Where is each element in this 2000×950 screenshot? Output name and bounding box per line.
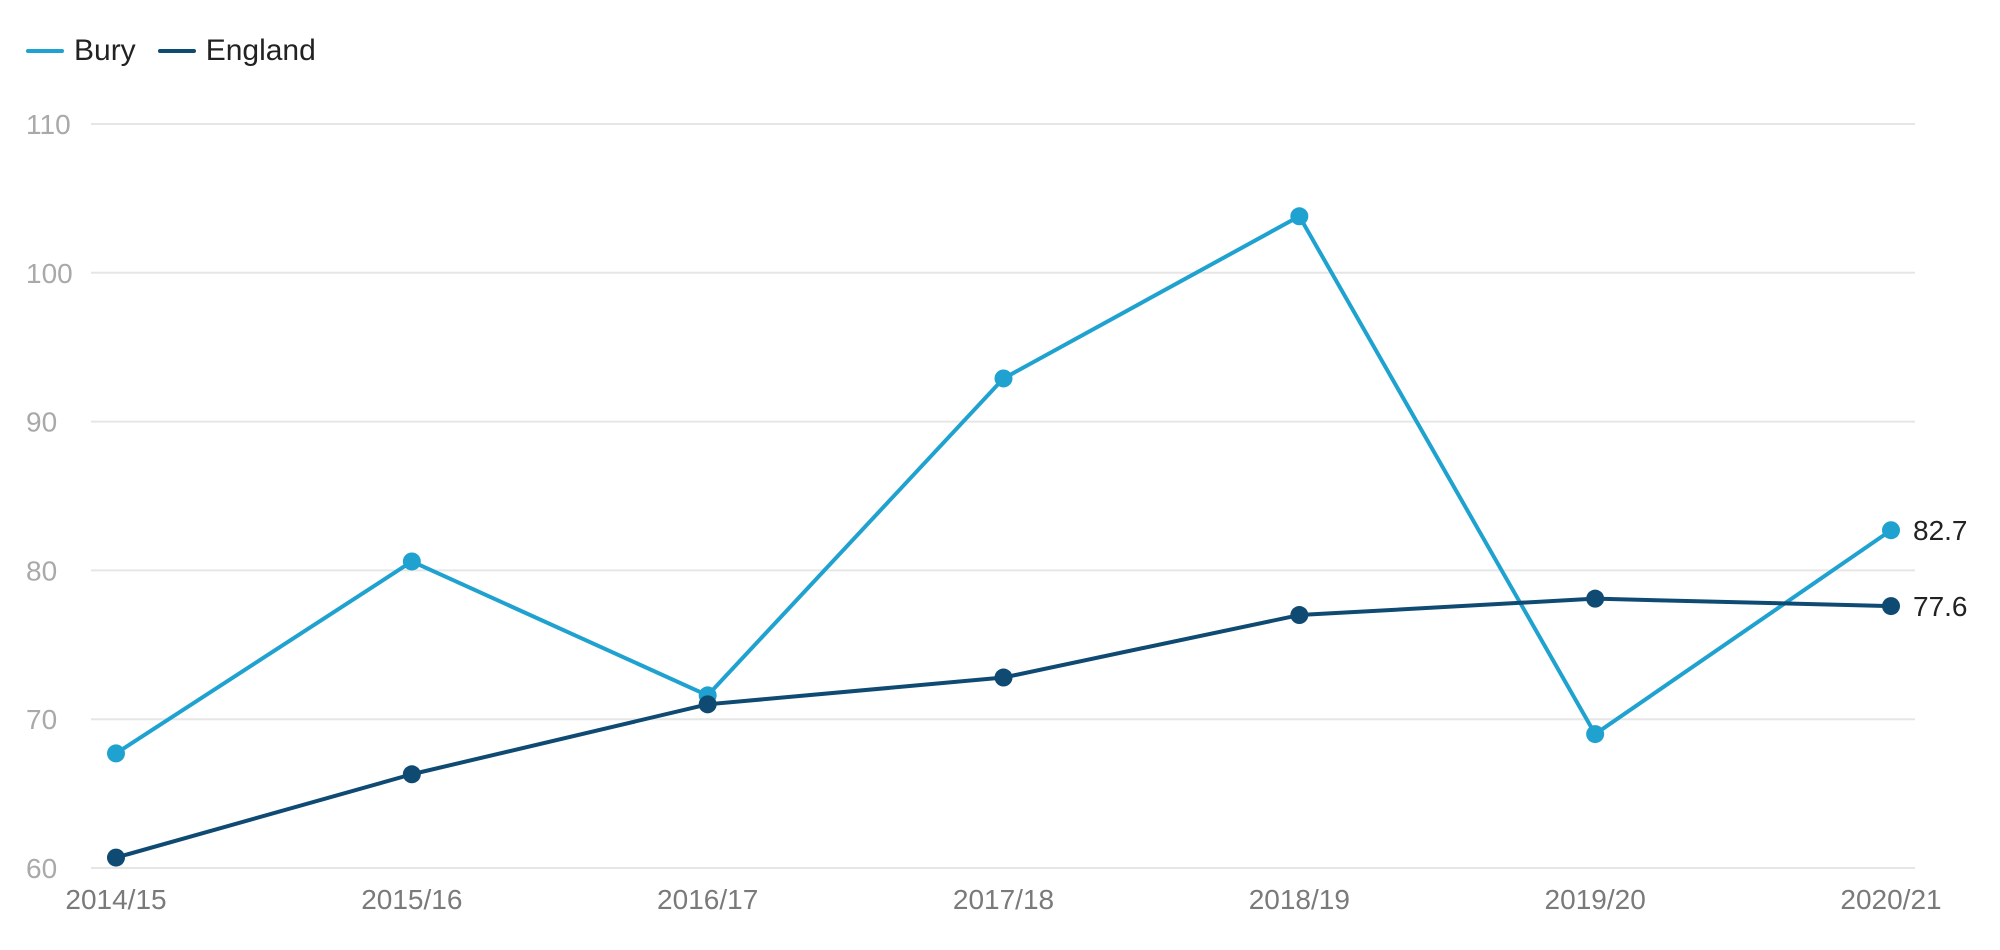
x-tick-label-2014-15: 2014/15 xyxy=(65,884,166,915)
end-label-england: 77.6 xyxy=(1913,591,1968,622)
data-point-bury-2018-19[interactable] xyxy=(1290,207,1309,226)
data-point-england-2017-18[interactable] xyxy=(994,668,1013,687)
legend-swatch-bury xyxy=(26,49,64,53)
legend-label-bury: Bury xyxy=(74,34,136,67)
data-point-england-2018-19[interactable] xyxy=(1290,606,1309,625)
y-tick-label-90: 90 xyxy=(26,407,57,438)
x-tick-label-2018-19: 2018/19 xyxy=(1249,884,1350,915)
data-point-england-2016-17[interactable] xyxy=(698,695,717,714)
legend-item-bury[interactable]: Bury xyxy=(26,34,136,68)
data-point-bury-2019-20[interactable] xyxy=(1586,725,1605,744)
y-tick-label-100: 100 xyxy=(26,258,73,289)
y-tick-label-70: 70 xyxy=(26,704,57,735)
series-line-england xyxy=(114,596,1893,860)
legend-label-england: England xyxy=(205,34,316,67)
x-tick-label-2016-17: 2016/17 xyxy=(657,884,758,915)
y-tick-label-80: 80 xyxy=(26,555,57,586)
data-point-bury-2017-18[interactable] xyxy=(994,369,1013,388)
data-point-england-2019-20[interactable] xyxy=(1586,589,1605,608)
data-point-england-2014-15[interactable] xyxy=(107,848,125,867)
data-point-bury-2014-15[interactable] xyxy=(107,744,125,763)
data-point-bury-2015-16[interactable] xyxy=(402,552,421,571)
x-tick-label-2020-21: 2020/21 xyxy=(1840,884,1941,915)
y-tick-label-60: 60 xyxy=(26,853,57,884)
legend-swatch-england xyxy=(157,49,196,53)
legend-item-england[interactable]: England xyxy=(157,34,316,68)
data-point-england-2020-21[interactable] xyxy=(1882,597,1900,616)
x-tick-label-2015-16: 2015/16 xyxy=(361,884,462,915)
legend: Bury England xyxy=(26,34,316,68)
x-tick-label-2017-18: 2017/18 xyxy=(953,884,1054,915)
end-label-bury: 82.7 xyxy=(1913,515,1968,546)
x-tick-label-2019-20: 2019/20 xyxy=(1545,884,1646,915)
y-tick-label-110: 110 xyxy=(26,109,71,140)
data-point-bury-2020-21[interactable] xyxy=(1882,521,1900,540)
data-point-england-2015-16[interactable] xyxy=(402,765,421,784)
